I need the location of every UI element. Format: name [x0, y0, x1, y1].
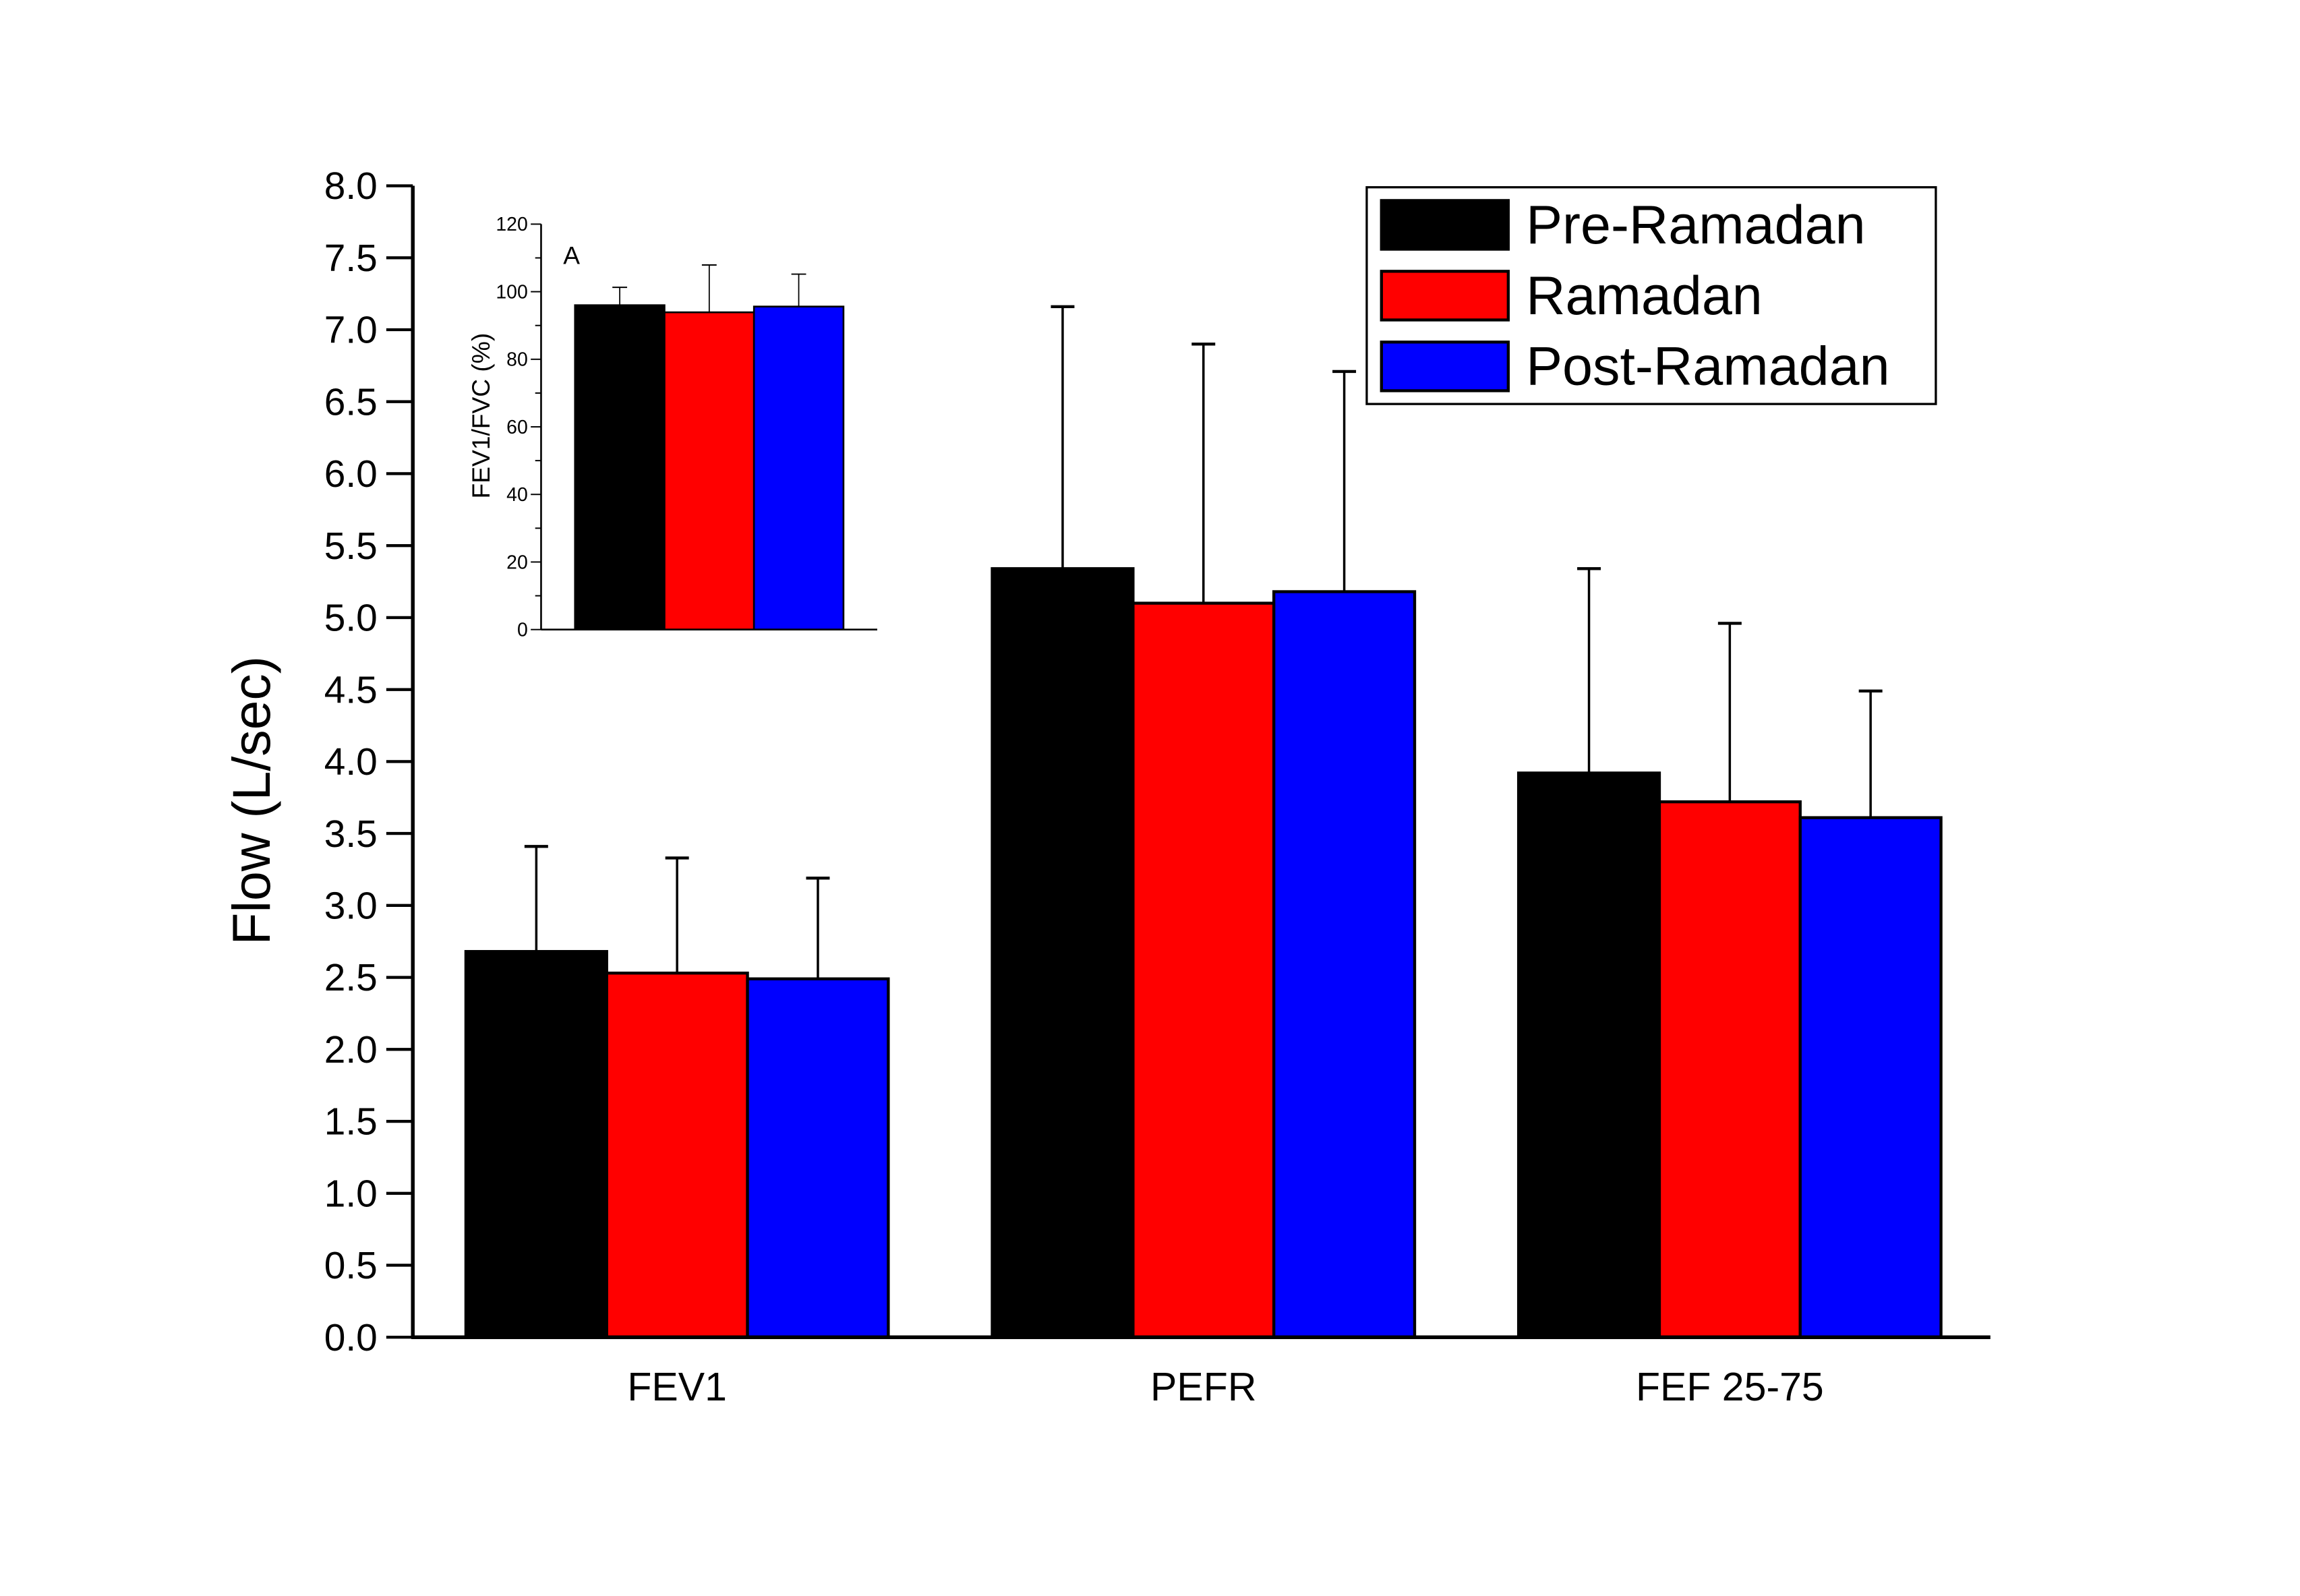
main-plot: FEV1 PEFR FEF 25-75 0.0 0.5 1.0 1.5 2.0 2.5 3.0 3.…: [222, 165, 1991, 1409]
bar: [574, 304, 666, 630]
legend-swatch: [1380, 270, 1510, 322]
y-tick-label: 6.5: [324, 381, 378, 423]
y-tick-label: 1.5: [324, 1101, 378, 1144]
legend: Pre-Ramadan Ramadan Post-Ramadan: [1365, 186, 1937, 405]
y-tick-label: 7.0: [324, 309, 378, 352]
y-tick-label: 100: [496, 281, 527, 303]
legend-label: Post-Ramadan: [1526, 336, 1890, 397]
y-tick-label: 20: [506, 552, 528, 573]
y-tick-label: 120: [496, 214, 527, 235]
bar: [1657, 800, 1802, 1339]
y-axis-label: Flow (L/sec): [222, 656, 281, 945]
bar: [605, 971, 749, 1339]
legend-label: Pre-Ramadan: [1526, 195, 1866, 256]
y-tick-label: 0.0: [324, 1317, 378, 1359]
legend-swatch: [1380, 341, 1510, 392]
bar: [464, 949, 608, 1339]
y-tick-label: 60: [506, 417, 528, 438]
legend-label: Ramadan: [1526, 266, 1763, 326]
bar: [1516, 771, 1661, 1339]
y-tick-label: 4.0: [324, 741, 378, 784]
y-tick-label: 3.0: [324, 885, 378, 928]
y-tick-label: 4.5: [324, 669, 378, 711]
y-axis-label: FEV1/FVC (%): [467, 333, 495, 499]
bar: [746, 977, 890, 1339]
y-tick-label: 80: [506, 349, 528, 371]
y-tick-label: 2.5: [324, 957, 378, 999]
x-tick-label: PEFR: [1150, 1365, 1256, 1409]
y-tick-label: 0.5: [324, 1245, 378, 1287]
legend-swatch: [1380, 199, 1510, 251]
bar: [1798, 816, 1943, 1339]
y-tick-label: 1.0: [324, 1173, 378, 1215]
inset-plot: 0 20 40 60 80 100 120 A FEV1/FVC (%): [467, 214, 877, 641]
y-tick-label: 8.0: [324, 165, 378, 208]
x-tick-label: FEF 25-75: [1636, 1365, 1824, 1409]
bar: [664, 311, 755, 630]
panel-label: A: [563, 241, 580, 269]
bar: [1131, 601, 1276, 1339]
y-tick-label: 0: [517, 620, 528, 641]
bar: [991, 567, 1135, 1339]
y-tick-label: 40: [506, 484, 528, 506]
x-tick-label: FEV1: [627, 1365, 727, 1409]
y-tick-label: 3.5: [324, 813, 378, 856]
bar: [753, 305, 845, 630]
y-tick-label: 2.0: [324, 1029, 378, 1071]
y-tick-label: 5.0: [324, 597, 378, 640]
y-tick-label: 5.5: [324, 525, 378, 568]
y-tick-label: 6.0: [324, 453, 378, 496]
y-tick-label: 7.5: [324, 237, 378, 280]
bar: [1272, 590, 1417, 1339]
